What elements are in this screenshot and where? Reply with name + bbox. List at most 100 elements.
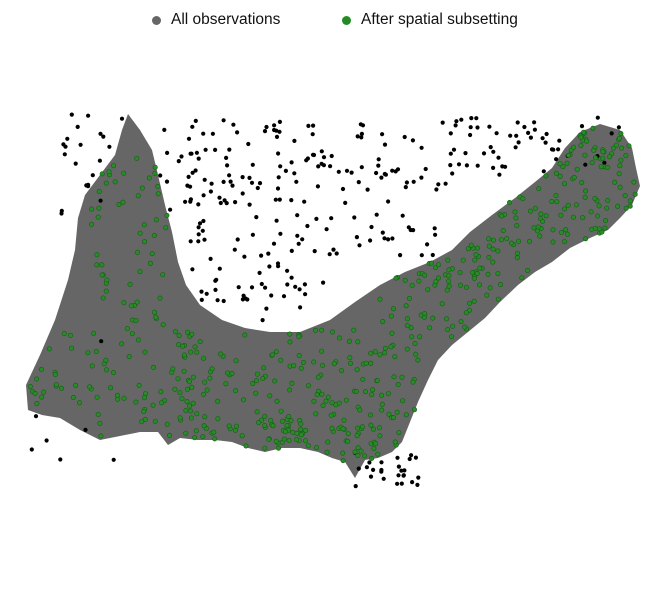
observation-point [319, 161, 324, 166]
observation-point [329, 216, 334, 221]
subset-point [413, 351, 419, 357]
subset-point [615, 203, 621, 209]
observation-point [448, 131, 453, 136]
observation-point [267, 264, 272, 269]
subset-point [408, 325, 414, 331]
observation-point [321, 280, 326, 285]
observation-point [289, 160, 294, 165]
subset-point [152, 309, 158, 315]
subset-point [514, 250, 520, 256]
subset-point [591, 147, 597, 153]
observation-point [196, 239, 201, 244]
observation-point [203, 147, 208, 152]
subset-point [399, 374, 405, 380]
observation-point [491, 165, 496, 170]
observation-point [319, 149, 324, 154]
subset-point [513, 215, 519, 221]
subset-point [564, 160, 570, 166]
observation-point [543, 140, 548, 145]
observation-point [249, 180, 255, 185]
subset-point [103, 180, 109, 186]
observation-point [369, 224, 374, 230]
observation-point [532, 120, 537, 125]
subset-point [286, 413, 292, 419]
observation-point [407, 456, 412, 462]
subset-point [543, 213, 549, 219]
subset-point [471, 275, 477, 281]
subset-point [355, 445, 361, 451]
observation-point [609, 131, 614, 136]
subset-point [617, 184, 623, 190]
subset-point [124, 326, 130, 332]
observation-point [336, 169, 341, 174]
observation-point [436, 182, 441, 187]
observation-point [196, 225, 201, 230]
observation-point [194, 150, 199, 155]
subset-point [141, 409, 147, 415]
subset-point [404, 346, 410, 352]
observation-point [327, 252, 332, 257]
observation-point [368, 474, 374, 479]
observation-point [277, 119, 282, 124]
subset-point [388, 313, 394, 319]
observation-point [475, 163, 480, 168]
observation-point [218, 200, 223, 206]
subset-point [571, 175, 577, 181]
observation-point [425, 242, 430, 247]
observation-point [276, 175, 281, 180]
observation-point [386, 199, 391, 204]
subset-point [133, 318, 139, 324]
observation-point [554, 157, 559, 162]
subset-point [95, 411, 101, 417]
observation-point [451, 147, 457, 152]
subset-point [120, 199, 126, 205]
observation-point [196, 202, 201, 207]
subset-point [604, 205, 610, 211]
observation-point [528, 135, 534, 140]
observation-point [376, 157, 381, 162]
subset-point [526, 239, 532, 245]
observation-point [395, 455, 400, 460]
subset-point [345, 438, 351, 444]
observation-point [257, 181, 263, 186]
subset-point [343, 397, 349, 403]
subset-point [411, 407, 417, 413]
observation-point [235, 130, 240, 135]
subset-point [96, 189, 102, 195]
subset-point [94, 262, 100, 268]
observation-point [209, 181, 214, 186]
subset-point [133, 399, 139, 405]
subset-point [389, 330, 395, 336]
observation-point [357, 243, 362, 248]
observation-point [164, 179, 170, 184]
subset-point [39, 394, 45, 400]
observation-point [297, 287, 302, 292]
subset-point [192, 435, 198, 441]
subset-point [527, 208, 533, 214]
subset-point [319, 391, 325, 397]
subset-point [525, 267, 531, 273]
observation-point [344, 168, 350, 173]
subset-point [129, 331, 135, 337]
subset-point [457, 270, 463, 276]
observation-point [302, 199, 307, 204]
subset-point [354, 367, 360, 373]
subset-point [159, 400, 165, 406]
subset-point [412, 340, 418, 346]
observation-point [310, 132, 315, 137]
subset-point [32, 390, 38, 396]
observation-point [390, 236, 395, 241]
subset-point [211, 429, 217, 435]
observation-point [250, 232, 255, 237]
subset-point [223, 381, 229, 387]
observation-point [379, 460, 384, 465]
subset-point [296, 352, 302, 358]
subset-point [112, 179, 118, 185]
observation-point [232, 247, 237, 252]
observation-point [111, 457, 116, 462]
observation-point [293, 284, 298, 289]
study-region-shape [26, 114, 640, 478]
subset-point [622, 193, 628, 199]
subset-point [490, 259, 496, 265]
subset-point [135, 337, 141, 343]
